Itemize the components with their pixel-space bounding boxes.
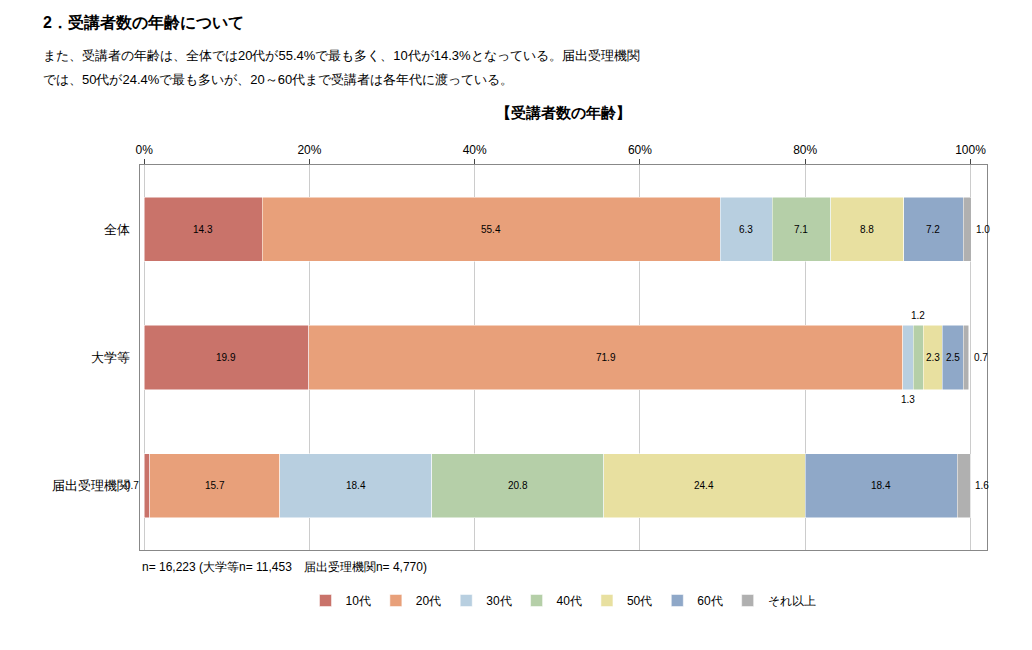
svg-text:1.0: 1.0 [976, 224, 990, 235]
svg-text:それ以上: それ以上 [768, 594, 816, 608]
svg-text:20代: 20代 [416, 594, 441, 608]
svg-text:20%: 20% [297, 143, 321, 157]
svg-text:40%: 40% [463, 143, 487, 157]
svg-text:19.9: 19.9 [216, 352, 236, 363]
svg-text:18.4: 18.4 [346, 480, 366, 491]
svg-text:では、50代が24.4%で最も多いが、20～60代まで受講者: では、50代が24.4%で最も多いが、20～60代まで受講者は各年代に渡っている… [43, 72, 513, 87]
svg-text:24.4: 24.4 [694, 480, 714, 491]
svg-text:全体: 全体 [104, 222, 130, 237]
svg-text:8.8: 8.8 [860, 224, 874, 235]
svg-text:40代: 40代 [557, 594, 582, 608]
svg-text:0.7: 0.7 [974, 352, 988, 363]
svg-text:大学等: 大学等 [91, 350, 130, 365]
svg-text:60%: 60% [628, 143, 652, 157]
svg-text:1.3: 1.3 [901, 394, 915, 405]
svg-text:1.6: 1.6 [975, 480, 989, 491]
svg-text:50代: 50代 [627, 594, 652, 608]
svg-text:60代: 60代 [697, 594, 722, 608]
svg-text:n= 16,223 (大学等n= 11,453 届出受理機関: n= 16,223 (大学等n= 11,453 届出受理機関n= 4,770) [142, 560, 427, 574]
svg-text:届出受理機関: 届出受理機関 [52, 478, 130, 493]
svg-text:18.4: 18.4 [871, 480, 891, 491]
svg-text:【受講者数の年齢】: 【受講者数の年齢】 [496, 104, 631, 121]
svg-text:7.1: 7.1 [794, 224, 808, 235]
svg-text:また、受講者の年齢は、全体では20代が55.4%で最も多く、: また、受講者の年齢は、全体では20代が55.4%で最も多く、10代が14.3%と… [43, 48, 640, 63]
svg-text:100%: 100% [955, 143, 986, 157]
svg-text:7.2: 7.2 [926, 224, 940, 235]
svg-text:55.4: 55.4 [481, 224, 501, 235]
svg-text:20.8: 20.8 [508, 480, 528, 491]
svg-text:30代: 30代 [486, 594, 511, 608]
svg-text:15.7: 15.7 [205, 480, 225, 491]
svg-text:2．受講者数の年齢について: 2．受講者数の年齢について [43, 14, 244, 31]
svg-text:80%: 80% [793, 143, 817, 157]
svg-text:0%: 0% [135, 143, 153, 157]
svg-text:71.9: 71.9 [596, 352, 616, 363]
svg-text:2.5: 2.5 [946, 352, 960, 363]
svg-text:1.2: 1.2 [911, 310, 925, 321]
svg-text:14.3: 14.3 [193, 224, 213, 235]
svg-text:2.3: 2.3 [926, 352, 940, 363]
svg-text:6.3: 6.3 [739, 224, 753, 235]
svg-text:10代: 10代 [346, 594, 371, 608]
svg-text:0.7: 0.7 [125, 480, 139, 491]
